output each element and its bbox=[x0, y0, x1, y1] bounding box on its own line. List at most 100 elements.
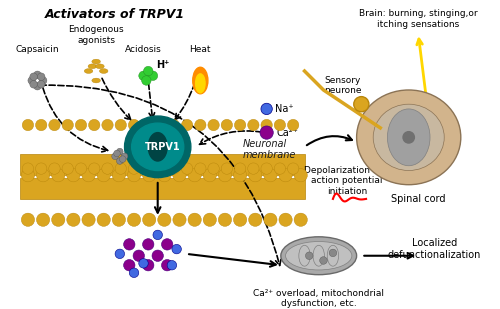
Circle shape bbox=[36, 119, 47, 131]
Circle shape bbox=[38, 81, 45, 88]
Circle shape bbox=[167, 260, 176, 270]
Circle shape bbox=[155, 163, 166, 174]
Circle shape bbox=[76, 163, 86, 174]
Ellipse shape bbox=[286, 242, 352, 270]
Circle shape bbox=[274, 163, 285, 174]
Circle shape bbox=[264, 213, 277, 226]
Circle shape bbox=[264, 169, 277, 182]
Circle shape bbox=[152, 250, 164, 261]
Circle shape bbox=[128, 163, 140, 174]
Text: Sensory
neurone: Sensory neurone bbox=[324, 76, 361, 95]
Circle shape bbox=[294, 169, 308, 182]
Circle shape bbox=[22, 213, 35, 226]
Circle shape bbox=[173, 169, 186, 182]
Text: Neuronal
membrane: Neuronal membrane bbox=[243, 139, 296, 160]
Circle shape bbox=[34, 71, 41, 78]
Circle shape bbox=[116, 148, 123, 155]
Circle shape bbox=[115, 119, 126, 131]
Circle shape bbox=[274, 119, 285, 131]
Circle shape bbox=[248, 119, 259, 131]
Circle shape bbox=[142, 169, 156, 182]
Circle shape bbox=[128, 119, 140, 131]
Ellipse shape bbox=[281, 237, 356, 275]
Circle shape bbox=[116, 158, 123, 164]
Circle shape bbox=[139, 71, 148, 81]
Circle shape bbox=[172, 244, 182, 254]
Ellipse shape bbox=[373, 104, 444, 171]
Circle shape bbox=[142, 76, 151, 85]
Circle shape bbox=[261, 103, 272, 115]
Circle shape bbox=[221, 119, 232, 131]
Circle shape bbox=[155, 119, 166, 131]
Circle shape bbox=[142, 260, 154, 271]
Circle shape bbox=[218, 213, 232, 226]
Circle shape bbox=[62, 163, 74, 174]
Circle shape bbox=[261, 163, 272, 174]
Text: Capsaicin: Capsaicin bbox=[16, 45, 59, 54]
Circle shape bbox=[194, 163, 206, 174]
Circle shape bbox=[82, 169, 95, 182]
Circle shape bbox=[142, 163, 153, 174]
Circle shape bbox=[261, 119, 272, 131]
Circle shape bbox=[288, 163, 299, 174]
Text: H⁺: H⁺ bbox=[156, 60, 169, 70]
Ellipse shape bbox=[84, 69, 93, 74]
Circle shape bbox=[36, 169, 50, 182]
Text: Spinal cord: Spinal cord bbox=[391, 194, 446, 204]
Circle shape bbox=[234, 169, 246, 182]
Circle shape bbox=[203, 169, 216, 182]
Circle shape bbox=[248, 213, 262, 226]
Circle shape bbox=[153, 230, 162, 240]
Text: Acidosis: Acidosis bbox=[125, 45, 162, 54]
Circle shape bbox=[162, 239, 173, 250]
Circle shape bbox=[139, 259, 148, 268]
Text: Na⁺: Na⁺ bbox=[275, 104, 294, 114]
Circle shape bbox=[67, 169, 80, 182]
Circle shape bbox=[182, 163, 192, 174]
Bar bbox=[20, 178, 304, 199]
Circle shape bbox=[188, 169, 202, 182]
Circle shape bbox=[52, 169, 65, 182]
Circle shape bbox=[34, 83, 41, 90]
Circle shape bbox=[329, 249, 336, 257]
Text: Ca²⁺ overload, mitochondrial
dysfunction, etc.: Ca²⁺ overload, mitochondrial dysfunction… bbox=[253, 289, 384, 308]
Circle shape bbox=[49, 163, 60, 174]
Ellipse shape bbox=[403, 132, 414, 143]
Circle shape bbox=[248, 163, 259, 174]
Circle shape bbox=[260, 126, 274, 139]
Text: Localized
defunctionalization: Localized defunctionalization bbox=[388, 238, 481, 260]
Ellipse shape bbox=[124, 116, 191, 178]
Circle shape bbox=[234, 213, 246, 226]
Text: Endogenous
agonists: Endogenous agonists bbox=[68, 25, 124, 44]
Circle shape bbox=[294, 213, 308, 226]
Circle shape bbox=[279, 213, 292, 226]
Circle shape bbox=[162, 260, 173, 271]
Circle shape bbox=[208, 163, 220, 174]
Circle shape bbox=[194, 119, 206, 131]
Circle shape bbox=[234, 163, 246, 174]
Circle shape bbox=[320, 257, 327, 264]
Circle shape bbox=[40, 77, 47, 84]
Circle shape bbox=[148, 71, 158, 81]
Circle shape bbox=[67, 213, 80, 226]
Circle shape bbox=[52, 213, 65, 226]
Circle shape bbox=[82, 213, 95, 226]
Circle shape bbox=[120, 156, 126, 163]
Circle shape bbox=[188, 213, 202, 226]
Circle shape bbox=[97, 213, 110, 226]
Ellipse shape bbox=[356, 90, 461, 185]
Circle shape bbox=[248, 169, 262, 182]
Circle shape bbox=[115, 249, 124, 259]
Circle shape bbox=[112, 169, 126, 182]
Circle shape bbox=[112, 213, 126, 226]
Circle shape bbox=[142, 239, 154, 250]
Circle shape bbox=[38, 73, 45, 81]
Circle shape bbox=[30, 81, 38, 88]
Circle shape bbox=[168, 163, 179, 174]
Ellipse shape bbox=[92, 59, 100, 64]
Ellipse shape bbox=[196, 74, 205, 93]
Circle shape bbox=[158, 213, 171, 226]
Circle shape bbox=[142, 213, 156, 226]
Ellipse shape bbox=[88, 64, 96, 69]
Ellipse shape bbox=[148, 133, 167, 161]
